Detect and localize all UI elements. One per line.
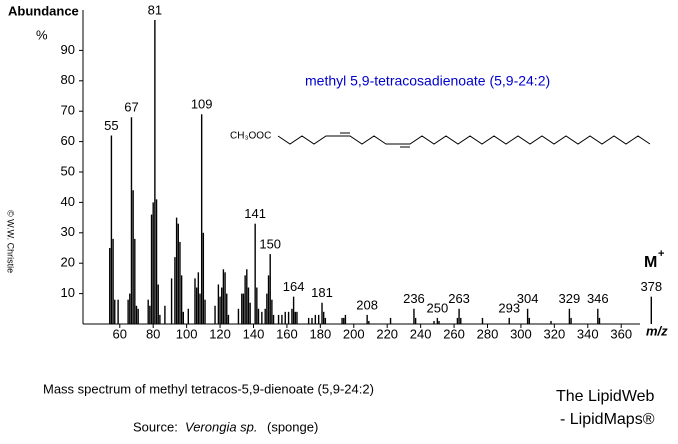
- y-tick-label: 80: [61, 72, 75, 87]
- x-tick-label: 200: [343, 326, 365, 341]
- peak-label: 150: [259, 237, 281, 252]
- caption: Mass spectrum of methyl tetracos-5,9-die…: [43, 381, 374, 396]
- x-tick-label: 280: [477, 326, 499, 341]
- peak-label: 208: [356, 297, 378, 312]
- x-tick-label: 160: [276, 326, 298, 341]
- credit: The LipidWeb: [556, 388, 655, 405]
- compound-name: methyl 5,9-tetracosadienoate (5,9-24:2): [305, 73, 550, 89]
- peak-label: 250: [427, 300, 449, 315]
- peak-label: 346: [587, 291, 609, 306]
- y-tick-label: 90: [61, 42, 75, 57]
- y-tick-label: 50: [61, 163, 75, 178]
- peak-label: 81: [148, 2, 162, 17]
- peak-label: 164: [283, 279, 305, 294]
- source-suffix: (sponge): [267, 419, 318, 434]
- y-axis-unit: %: [36, 27, 48, 42]
- peak-label: 55: [104, 118, 118, 133]
- y-tick-label: 20: [61, 255, 75, 270]
- x-tick-label: 80: [146, 326, 160, 341]
- y-tick-label: 10: [61, 285, 75, 300]
- chain: [277, 135, 651, 145]
- x-tick-label: 320: [544, 326, 566, 341]
- y-axis-label: Abundance: [8, 3, 79, 18]
- credit: - LipidMaps®: [560, 411, 655, 428]
- molecular-ion-charge: +: [658, 248, 664, 260]
- peak-label: 109: [191, 97, 213, 112]
- structure: [277, 132, 651, 148]
- y-tick-label: 60: [61, 133, 75, 148]
- y-tick-label: 70: [61, 103, 75, 118]
- x-axis-label: m/z: [646, 323, 668, 338]
- y-tick-label: 40: [61, 194, 75, 209]
- peak-label: 67: [124, 100, 138, 115]
- peak-label: 236: [403, 291, 425, 306]
- x-tick-label: 220: [376, 326, 398, 341]
- x-tick-label: 180: [309, 326, 331, 341]
- peak-label: 181: [311, 285, 333, 300]
- peak-label: 141: [244, 206, 266, 221]
- x-tick-label: 360: [610, 326, 632, 341]
- y-tick-label: 30: [61, 224, 75, 239]
- x-tick-label: 120: [209, 326, 231, 341]
- peak-label: 378: [640, 279, 662, 294]
- source-species: Verongia sp.: [185, 419, 258, 434]
- copyright: © W.W. Christie: [6, 210, 16, 273]
- peak-label: 293: [498, 300, 520, 315]
- peak-label: 304: [517, 291, 539, 306]
- x-tick-label: 300: [510, 326, 532, 341]
- x-tick-label: 100: [176, 326, 198, 341]
- x-tick-label: 60: [113, 326, 127, 341]
- x-tick-label: 240: [410, 326, 432, 341]
- peak-label: 329: [559, 291, 581, 306]
- source-prefix: Source:: [133, 419, 178, 434]
- x-tick-label: 260: [443, 326, 465, 341]
- x-tick-label: 140: [243, 326, 265, 341]
- peak-label: 263: [448, 291, 470, 306]
- x-tick-label: 340: [577, 326, 599, 341]
- molecular-ion: M: [644, 254, 657, 271]
- structure-label: CH₃OOC: [230, 131, 271, 142]
